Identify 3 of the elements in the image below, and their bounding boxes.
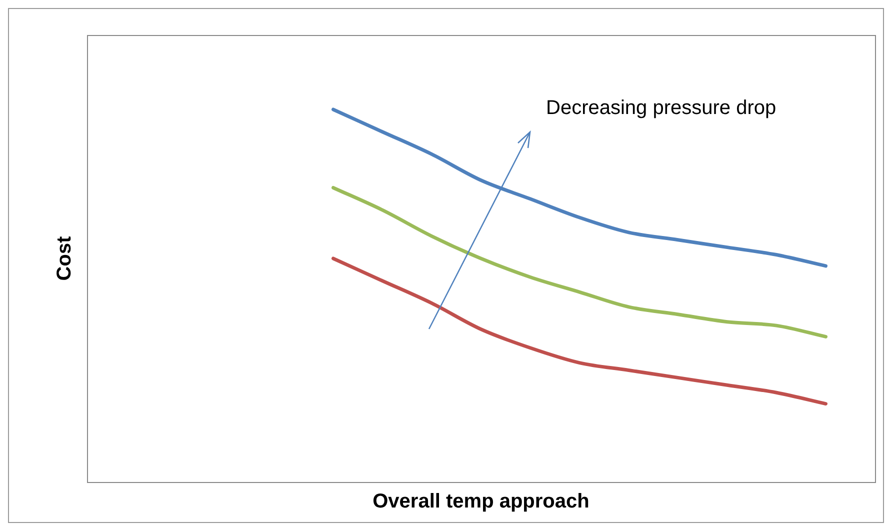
x-axis-title: Overall temp approach [372,490,590,513]
y-axis-title: Cost [54,236,76,281]
annotation: Decreasing pressure drop [546,97,776,120]
